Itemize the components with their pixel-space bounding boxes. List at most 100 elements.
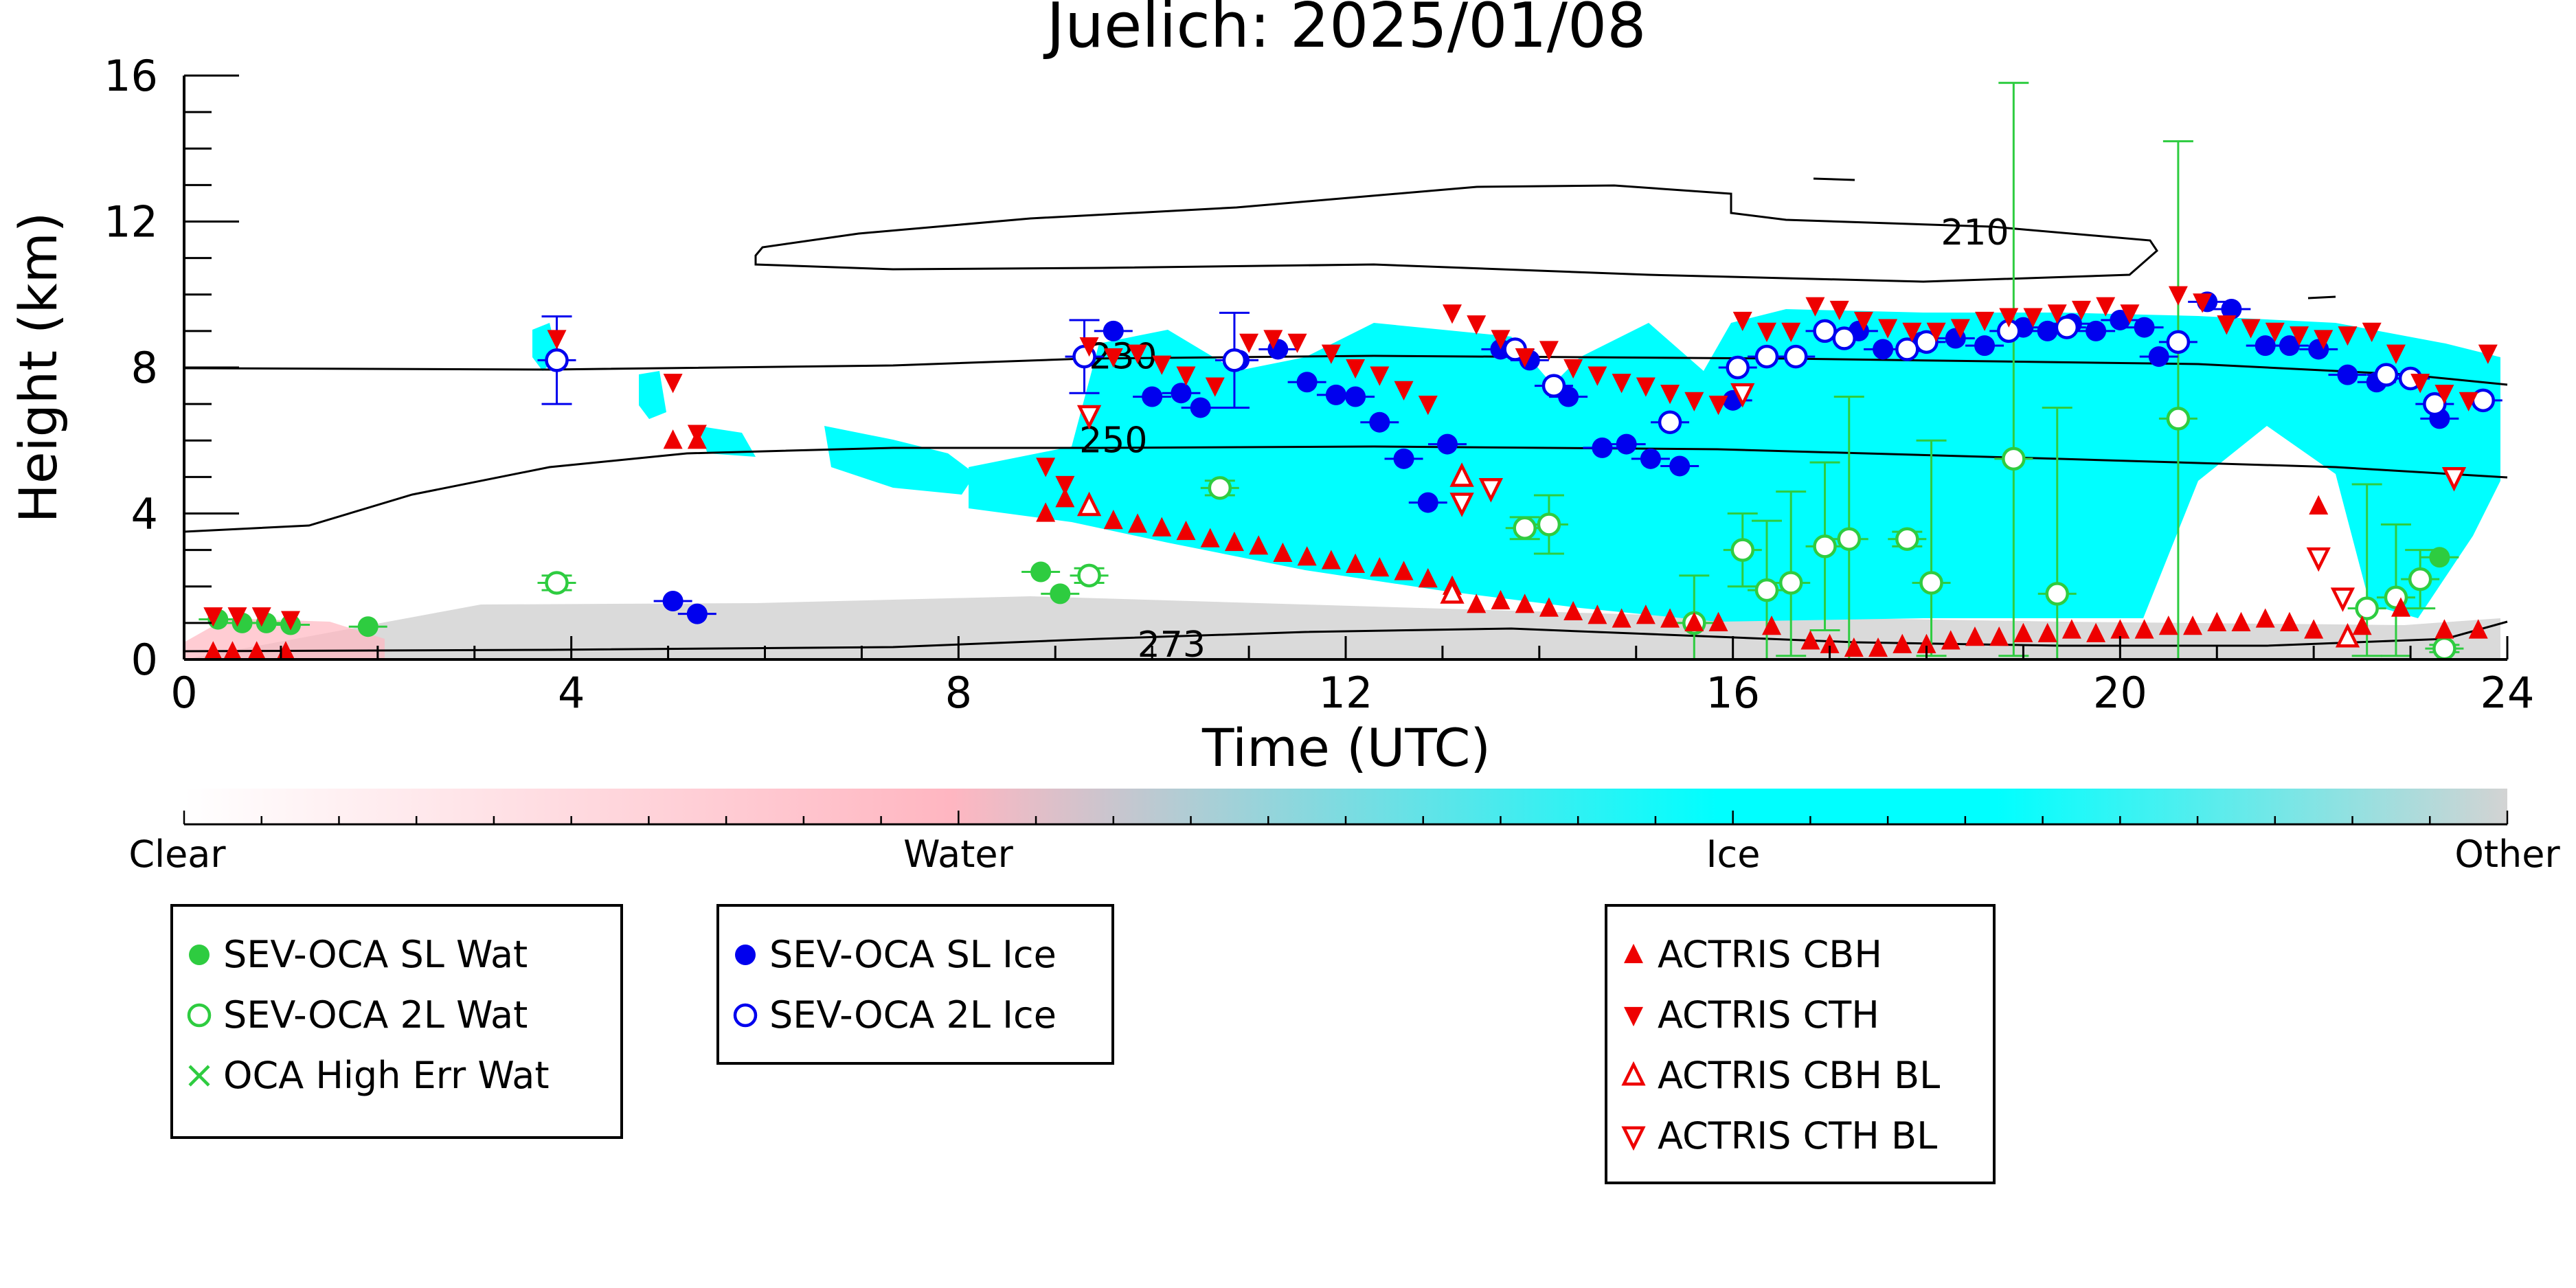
- actris-cth-point: [2241, 319, 2261, 339]
- actris-cbh-point: [1370, 557, 1390, 577]
- sev-oca-2l-ice-point: [1914, 330, 1939, 354]
- actris-cbh-point: [2352, 615, 2372, 635]
- sev-oca-2l-ice-point: [2055, 315, 2079, 339]
- sev-oca-sl-ice-point: [1190, 397, 1211, 418]
- actris-cth-point: [1636, 377, 1656, 397]
- sev-oca-sl-ice-point: [2255, 335, 2276, 357]
- actris-cbh-point: [1394, 561, 1414, 580]
- sev-oca-2l-ice-point: [545, 348, 569, 372]
- chart-title: Juelich: 2025/01/08: [1043, 0, 1646, 62]
- y-tick-label: 8: [131, 343, 158, 393]
- actris-cth-point: [2338, 326, 2358, 346]
- actris-cbh-point: [247, 641, 267, 661]
- actris-cbh-point: [1418, 568, 1438, 588]
- legend-water-frame: [170, 904, 623, 1139]
- y-tick-label: 4: [131, 489, 158, 539]
- actris-cbh-point: [2231, 611, 2251, 631]
- legend-actris-frame: [1605, 904, 1996, 1184]
- legend-marker-actris-cbh: [1624, 943, 1643, 964]
- ice-class-region-wisp: [697, 426, 756, 457]
- sev-oca-2l-ice-point: [1222, 348, 1247, 372]
- actris-cbh-point: [1200, 528, 1220, 547]
- y-axis-label: Height (km): [8, 212, 69, 523]
- actris-cth-point: [547, 330, 567, 350]
- actris-cth-point: [1394, 381, 1414, 400]
- sev-oca-sl-ice-point: [2279, 335, 2300, 357]
- sev-oca-sl-ice-point: [1142, 386, 1163, 407]
- actris-cth-point: [1612, 374, 1631, 394]
- contour-210-small-line: [1813, 177, 1855, 181]
- actris-cbh-point: [2391, 597, 2410, 617]
- sev-oca-sl-ice-point: [2337, 364, 2358, 385]
- actris-cbh-point: [1762, 615, 1782, 635]
- sev-oca-2l-ice-point: [2374, 363, 2399, 387]
- y-axis-ticks: 0 4 8 12 16: [104, 51, 239, 685]
- sev-oca-sl-ice-point: [686, 603, 708, 624]
- sev-oca-2l-wat-point: [1813, 534, 1837, 558]
- sev-oca-2l-wat-point: [1778, 571, 1803, 595]
- contour-273-line: [183, 620, 2508, 653]
- actris-cbh-point: [1941, 630, 1961, 650]
- actris-cth-point: [1370, 366, 1390, 386]
- legend-marker-sev-oca-2l-wat: [187, 1003, 212, 1028]
- temperature-contours: [183, 177, 2508, 653]
- actris-cth-point: [203, 607, 223, 627]
- sev-oca-2l-wat-point: [1754, 578, 1779, 602]
- sev-oca-sl-ice-point: [1436, 433, 1458, 455]
- colorbar-label-clear: Clear: [128, 833, 226, 876]
- sev-oca-sl-ice-point: [1325, 384, 1346, 405]
- actris-cbh-bl-point: [1449, 462, 1474, 487]
- actris-cbh-point: [1103, 510, 1123, 530]
- actris-cth-point: [2314, 330, 2334, 350]
- actris-cbh-point: [1176, 520, 1196, 541]
- actris-cth-point: [1684, 392, 1704, 411]
- sev-oca-sl-ice-point: [1369, 411, 1390, 433]
- sev-oca-2l-wat-point: [2002, 447, 2026, 471]
- actris-cth-point: [2290, 326, 2309, 346]
- actris-cbh-point: [663, 429, 683, 449]
- actris-cth-point: [1805, 297, 1825, 317]
- actris-cbh-point: [1989, 626, 2009, 646]
- sev-oca-2l-wat-point: [545, 571, 569, 595]
- data-markers: [203, 286, 2498, 661]
- actris-cth-point: [1660, 385, 1680, 405]
- actris-cth-point: [2410, 374, 2430, 394]
- ice-class-region-small: [639, 371, 666, 419]
- sev-oca-sl-ice-point: [1592, 437, 1613, 458]
- x-tick-label: 20: [2093, 668, 2147, 718]
- sev-oca-2l-wat-point: [1513, 516, 1537, 540]
- actris-cth-point: [1036, 457, 1056, 477]
- actris-cth-point: [1950, 319, 1970, 339]
- actris-cth-point: [1205, 377, 1225, 397]
- legend-label-oca-high-err-wat: OCA High Err Wat: [223, 1054, 550, 1097]
- contour-label-250: 250: [1079, 420, 1147, 462]
- actris-cbh-point: [1128, 513, 1148, 533]
- sev-oca-sl-ice-point: [1974, 335, 1996, 357]
- actris-cth-point: [1515, 348, 1535, 368]
- sev-oca-sl-ice-point: [2134, 317, 2155, 338]
- sev-oca-2l-wat-point: [1895, 527, 1919, 551]
- actris-cbh-point: [1055, 488, 1075, 508]
- actris-cbh-point: [2183, 615, 2203, 635]
- actris-cbh-point: [1249, 535, 1269, 555]
- actris-cbh-point: [1965, 626, 1985, 646]
- actris-cbh-point: [1588, 605, 1607, 624]
- legend-label-actris-cbh-bl: ACTRIS CBH BL: [1658, 1054, 1940, 1097]
- x-axis-ticks: 0 4 8 12 16 20 24: [170, 636, 2534, 718]
- actris-cth-bl-point: [2306, 547, 2331, 572]
- actris-cth-point: [251, 607, 271, 627]
- sev-oca-sl-ice-point: [662, 591, 683, 611]
- actris-cth-point: [2023, 308, 2043, 328]
- actris-cbh-point: [1297, 546, 1317, 566]
- sev-oca-2l-ice-point: [1832, 326, 1856, 350]
- sev-oca-sl-ice-point: [2086, 320, 2107, 341]
- x-tick-label: 12: [1319, 668, 1373, 718]
- legend-label-sev-oca-2l-wat: SEV-OCA 2L Wat: [223, 993, 528, 1037]
- sev-oca-sl-ice-point: [2221, 299, 2242, 319]
- sev-oca-sl-ice-point: [1616, 433, 1637, 455]
- contour-230-line: [183, 354, 2508, 386]
- legend-marker-oca-high-err-wat: [188, 1065, 210, 1087]
- legend-label-actris-cbh: ACTRIS CBH: [1658, 933, 1882, 976]
- sev-oca-2l-wat-point: [2432, 636, 2456, 661]
- actris-cth-point: [663, 374, 683, 394]
